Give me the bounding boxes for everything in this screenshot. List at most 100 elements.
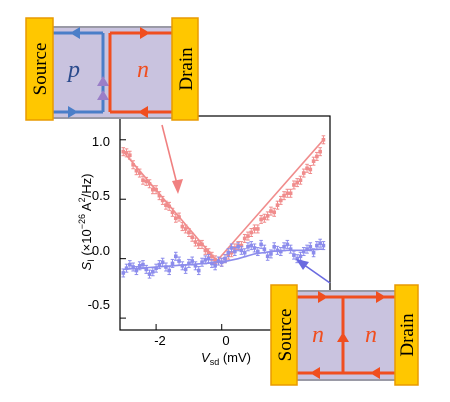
data-point — [292, 250, 296, 260]
data-point — [124, 148, 129, 158]
data-point — [298, 251, 303, 261]
marker — [183, 267, 188, 272]
data-point — [308, 165, 313, 174]
pointer-head-red — [172, 179, 183, 194]
data-point — [151, 185, 155, 195]
marker — [262, 247, 267, 251]
data-point — [147, 179, 152, 189]
data-point — [121, 147, 126, 157]
marker — [301, 171, 306, 175]
marker — [134, 268, 139, 273]
marker — [124, 266, 129, 270]
data-point — [278, 247, 283, 257]
marker — [134, 168, 139, 173]
data-point — [124, 263, 129, 273]
data-point — [262, 213, 267, 223]
data-point — [295, 178, 299, 188]
marker — [147, 272, 152, 276]
data-point — [252, 224, 257, 234]
marker — [147, 181, 152, 186]
data-point — [144, 264, 149, 274]
marker — [265, 214, 270, 218]
data-point — [216, 256, 221, 266]
data-point — [259, 239, 263, 249]
marker — [308, 244, 313, 249]
arrow-up-icon — [337, 332, 349, 342]
marker — [226, 250, 231, 255]
marker — [275, 248, 280, 253]
marker — [282, 244, 286, 249]
arrow-left-icon — [70, 27, 80, 39]
data-point — [311, 248, 316, 258]
marker — [229, 250, 234, 255]
data-point — [203, 245, 208, 255]
drain-label: Drain — [176, 47, 197, 91]
marker — [121, 149, 126, 154]
marker — [272, 210, 277, 215]
data-point — [242, 248, 247, 258]
data-point — [196, 239, 201, 249]
data-point — [180, 261, 185, 271]
marker — [292, 183, 296, 187]
data-point — [190, 256, 194, 266]
marker — [206, 256, 211, 261]
data-point — [219, 257, 224, 267]
marker — [246, 244, 250, 249]
data-point — [196, 266, 201, 276]
data-point — [134, 166, 139, 176]
drain-contact — [171, 17, 199, 121]
marker — [298, 254, 303, 259]
marker — [315, 243, 319, 248]
source-label: Source — [275, 309, 296, 362]
marker — [137, 171, 142, 175]
marker — [256, 227, 260, 231]
data-point — [246, 231, 250, 241]
data-point — [128, 260, 132, 270]
marker — [170, 210, 175, 215]
data-point — [272, 242, 277, 252]
marker — [295, 180, 299, 185]
ticks — [120, 139, 288, 330]
marker — [164, 265, 168, 269]
data-point — [233, 247, 237, 257]
marker — [177, 259, 181, 263]
data-point — [157, 260, 162, 270]
marker — [282, 193, 286, 198]
data-point — [239, 245, 244, 255]
data-point — [147, 269, 152, 279]
data-point — [305, 163, 309, 173]
marker — [154, 266, 158, 270]
data-point — [154, 185, 158, 195]
data-point — [249, 241, 254, 251]
marker — [256, 249, 260, 254]
data-point — [144, 176, 149, 186]
marker — [318, 241, 322, 246]
marker — [315, 154, 319, 159]
data-point — [315, 241, 319, 251]
inset-pn-junction: Source Drain p n — [25, 17, 199, 121]
marker — [196, 242, 201, 247]
marker — [121, 271, 126, 275]
source-contact — [25, 17, 54, 121]
arrow-right-icon — [140, 27, 150, 39]
source-contact — [270, 284, 298, 386]
x-tick-label: -2 — [154, 333, 166, 348]
marker — [124, 151, 129, 155]
data-point — [321, 135, 326, 145]
marker — [200, 242, 204, 247]
marker — [311, 250, 316, 255]
data-point — [249, 228, 254, 238]
data-point — [160, 257, 165, 267]
marker — [269, 209, 273, 213]
marker — [219, 260, 224, 265]
marker — [223, 256, 227, 261]
data-point — [301, 247, 306, 257]
data-point — [305, 244, 309, 254]
data-point — [213, 261, 217, 271]
marker — [305, 166, 309, 171]
marker — [285, 191, 290, 196]
marker — [210, 261, 214, 266]
inset-border — [39, 26, 177, 119]
marker — [269, 252, 273, 256]
marker — [137, 264, 142, 268]
